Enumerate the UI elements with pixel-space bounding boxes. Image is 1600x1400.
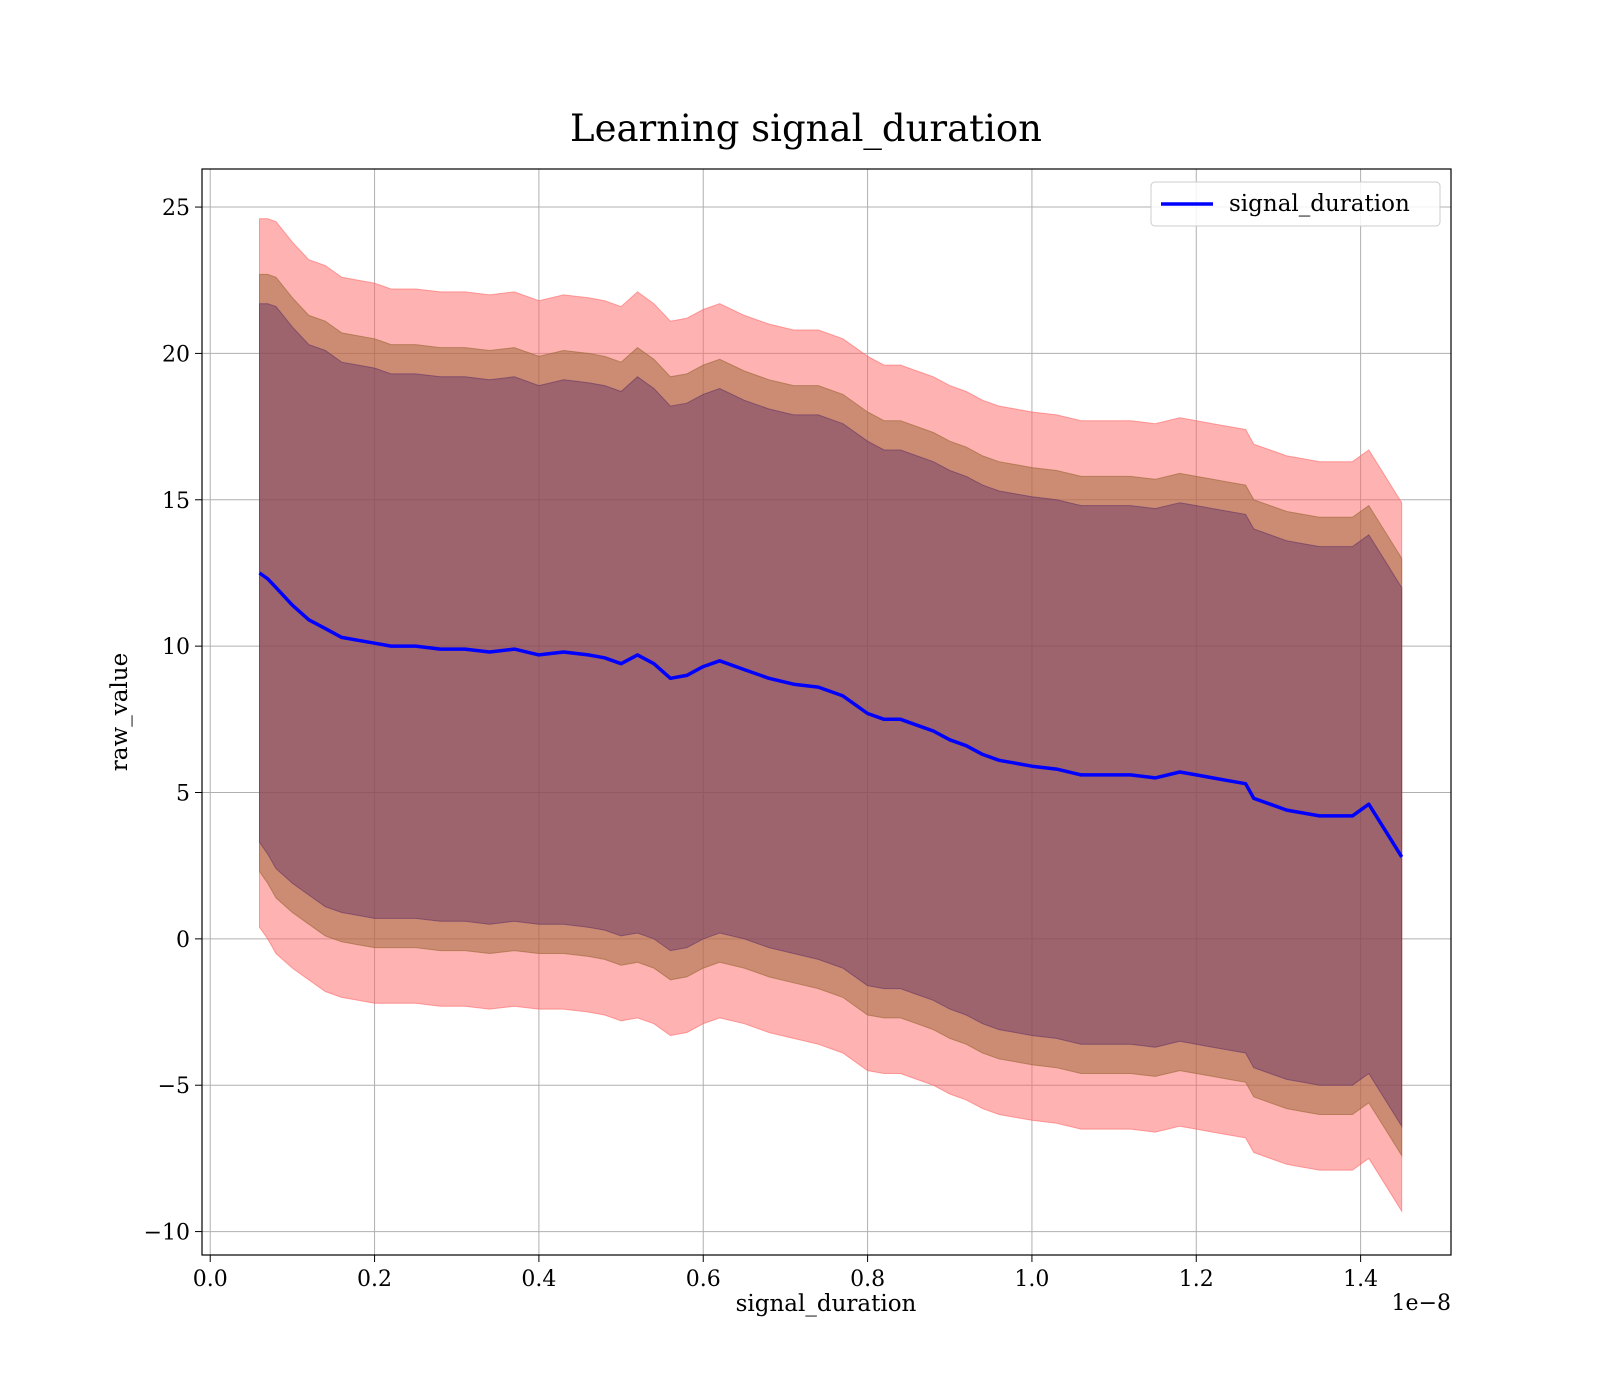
y-tick-label: 20 — [162, 342, 190, 367]
x-tick-label: 0.8 — [850, 1267, 885, 1292]
x-tick-label: 1.2 — [1179, 1267, 1214, 1292]
y-axis-label: raw_value — [107, 653, 133, 771]
legend-box — [1150, 181, 1441, 227]
x-tick-label: 0.4 — [521, 1267, 556, 1292]
x-tick-label: 0.2 — [357, 1267, 392, 1292]
y-tick-label: 10 — [162, 635, 190, 660]
x-tick-label: 0.6 — [686, 1267, 721, 1292]
y-tick-label: 0 — [176, 928, 190, 953]
x-axis-label: signal_duration — [736, 1291, 917, 1317]
legend: signal_duration — [1150, 181, 1441, 227]
series-line — [258, 571, 1404, 858]
band-inner — [259, 303, 1403, 1128]
y-tick-label: −10 — [144, 1221, 190, 1246]
legend-label: signal_duration — [1229, 191, 1410, 217]
confidence-bands — [259, 218, 1403, 1213]
x-tick-label: 1.0 — [1014, 1267, 1049, 1292]
y-tick-label: 15 — [162, 489, 190, 514]
y-tick-label: 25 — [162, 196, 190, 221]
y-tick-label: 5 — [176, 781, 190, 806]
plot-frame — [201, 168, 1452, 1256]
y-axis-ticks: −10 −5 0 5 10 15 20 25 — [144, 196, 202, 1246]
x-axis-ticks: 0.0 0.2 0.4 0.6 0.8 1.0 1.2 1.4 — [193, 1255, 1378, 1292]
band-middle — [259, 273, 1403, 1158]
series-layer — [258, 571, 1404, 858]
y-tick-label: −5 — [158, 1074, 190, 1099]
x-tick-label: 0.0 — [193, 1267, 228, 1292]
x-axis-offset-label: 1e−8 — [1392, 1291, 1451, 1316]
x-tick-label: 1.4 — [1343, 1267, 1378, 1292]
chart-title: Learning signal_duration — [570, 107, 1042, 151]
